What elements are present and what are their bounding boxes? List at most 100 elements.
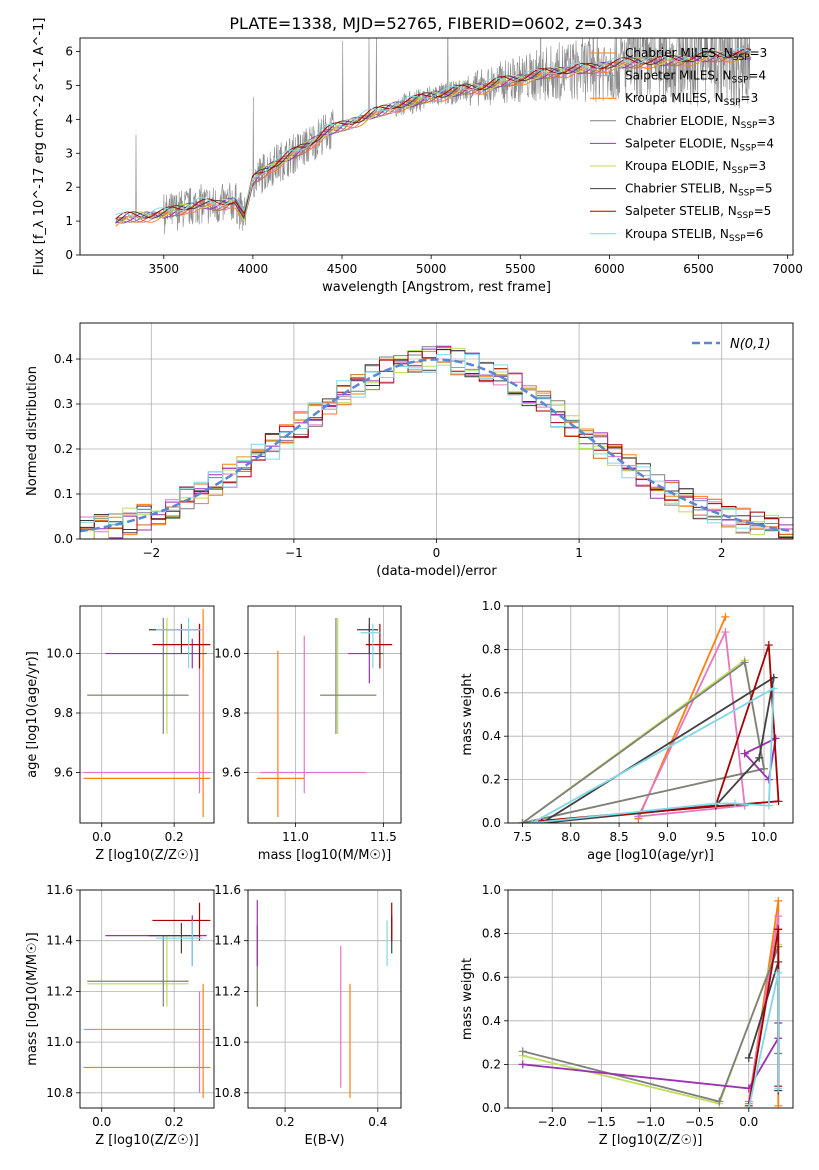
y-tick-label: 0.8 <box>482 642 501 656</box>
y-tick-label: 11.0 <box>46 1035 73 1049</box>
panel-mass-vs-Z: 0.0 0.2 10.8 11.0 11.2 11.4 11.6 Z [log10(Z/Z☉)… <box>25 883 215 1148</box>
x-tick-label: 8.5 <box>610 830 629 844</box>
y-tick-label: 5 <box>65 78 73 92</box>
gridlines <box>248 606 401 823</box>
series-line-7 <box>747 972 780 1108</box>
x-tick-label: 5000 <box>416 262 447 276</box>
series-marker <box>764 801 773 810</box>
series-marker <box>711 799 720 808</box>
y-tick-label: 11.4 <box>214 934 241 948</box>
series-marker <box>731 799 740 808</box>
legend-tail: =4 <box>756 136 774 150</box>
y-tick-label: 1 <box>65 214 73 228</box>
y-tick-label: 0 <box>65 248 73 262</box>
gridlines <box>508 889 793 1109</box>
x-tick-label: 6000 <box>594 262 625 276</box>
model-line-7 <box>115 48 752 220</box>
y-tick-label: 9.6 <box>54 765 73 779</box>
model-line-3 <box>115 51 752 223</box>
y-tick-label: 0.3 <box>54 397 73 411</box>
histogram-4 <box>80 345 793 539</box>
axes-frame <box>79 37 794 256</box>
legend-sub: SSP <box>733 53 750 63</box>
x-tick-label: 7000 <box>772 262 803 276</box>
series-marker <box>760 764 769 773</box>
series-marker <box>715 1097 724 1106</box>
y-tick-label: 2 <box>65 180 73 194</box>
plot-area <box>80 345 793 539</box>
legend-tail: =5 <box>755 182 773 196</box>
plot-area <box>256 617 393 818</box>
legend-sub: SSP <box>738 189 755 199</box>
panel-age-vs-Z: 0.0 0.2 9.6 9.8 10.0 Z [log10(Z/Z☉)] age [log1… <box>25 605 215 863</box>
data-point <box>256 650 305 818</box>
axes-frame <box>247 889 402 1109</box>
x-tick-label: 0 <box>433 546 441 560</box>
series-marker <box>518 1047 527 1056</box>
x-tick-label: 9.5 <box>706 830 725 844</box>
x-tick-label: −2 <box>142 546 160 560</box>
y-axis-label: mass weight <box>460 673 475 755</box>
x-axis-label: E(B-V) <box>304 1133 344 1148</box>
gridlines <box>248 889 401 1108</box>
y-tick-label: 0.4 <box>482 1014 501 1028</box>
y-tick-label: 0.2 <box>482 1057 501 1071</box>
legend-sub: SSP <box>729 234 746 244</box>
y-tick-label: 0.6 <box>482 686 501 700</box>
plot-area <box>518 896 783 1108</box>
y-tick-label: 10.0 <box>46 647 73 661</box>
series-marker <box>774 1084 783 1093</box>
y-tick-label: 9.6 <box>222 765 241 779</box>
data-point <box>87 617 189 734</box>
data-point <box>357 617 379 654</box>
x-tick-label: 6500 <box>683 262 714 276</box>
gaussian-curve <box>80 358 793 533</box>
legend-tail: =6 <box>746 227 764 241</box>
series-line-2 <box>521 658 766 823</box>
spectrum-data-line <box>115 38 751 235</box>
series-marker <box>764 641 773 650</box>
legend-tail: =4 <box>748 69 766 83</box>
legend-sub: SSP <box>724 98 741 108</box>
legend-entry: Chabrier ELODIE, NSSP=3 <box>625 114 775 131</box>
legend-entry: Salpeter STELIB, NSSP=5 <box>625 204 771 221</box>
panel-massweight-vs-age: 7.5 8.0 8.5 9.0 9.5 10.0 0.0 0.2 0.4 0.6 0.8 1.0 age… <box>460 599 794 863</box>
y-tick-label: 4 <box>65 112 73 126</box>
data-point <box>360 623 380 669</box>
x-tick-label: 0.0 <box>739 1115 758 1129</box>
data-point <box>320 617 377 734</box>
legend-entry: Kroupa MILES, NSSP=3 <box>625 91 758 108</box>
y-tick-label: 1.0 <box>482 599 501 613</box>
data-point <box>83 608 211 818</box>
y-tick-label: 1.0 <box>482 883 501 897</box>
x-axis-label: age [log10(age/yr)] <box>587 848 714 863</box>
panel-age-vs-mass: 11.0 11.5 9.6 9.8 10.0 mass [log10(M/M☉)] <box>214 605 402 863</box>
y-tick-label: 0.0 <box>482 816 501 830</box>
data-point <box>83 983 211 1098</box>
y-tick-label: 6 <box>65 45 73 59</box>
y-tick-label: 0.4 <box>54 352 73 366</box>
y-axis-label: Flux [f_λ 10^-17 erg cm^-2 s^-1 A^-1] <box>32 18 47 276</box>
model-line-1 <box>115 52 752 223</box>
series-marker <box>518 1060 527 1069</box>
panel-mass-vs-EBV: 0.2 0.4 10.8 11.0 11.2 11.4 11.6 E(B-V) <box>214 883 402 1148</box>
series-marker <box>740 658 749 667</box>
data-point <box>156 617 204 669</box>
x-tick-label: 7.5 <box>513 830 532 844</box>
x-tick-label: 11.5 <box>370 830 397 844</box>
series-line-7 <box>531 686 775 823</box>
plot-area <box>83 608 211 818</box>
y-tick-label: 9.8 <box>54 706 73 720</box>
y-tick-label: 11.6 <box>46 883 73 897</box>
x-tick-label: −0.5 <box>685 1115 714 1129</box>
y-tick-label: 10.8 <box>214 1086 241 1100</box>
axes-frame <box>507 889 794 1109</box>
y-tick-label: 0.8 <box>482 927 501 941</box>
legend-tail: =5 <box>754 204 772 218</box>
series-line-3 <box>521 660 766 823</box>
x-axis-label: Z [log10(Z/Z☉)] <box>599 1133 703 1148</box>
plot-area <box>115 38 752 235</box>
y-tick-label: 0.1 <box>54 487 73 501</box>
y-axis-label: age [log10(age/yr)] <box>25 651 40 778</box>
